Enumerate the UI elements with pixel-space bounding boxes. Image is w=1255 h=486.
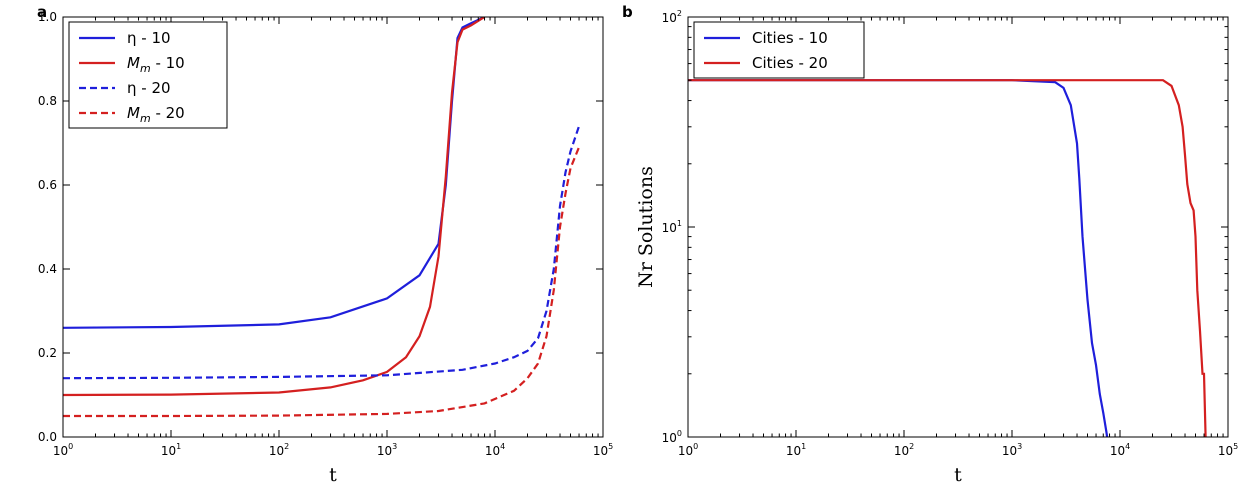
- y-tick-label: 0.8: [38, 94, 57, 108]
- legend-label: η - 10: [127, 29, 171, 47]
- series-line-4: [63, 146, 581, 418]
- legend-label: Cities - 20: [752, 54, 828, 72]
- plot-b: 100 101 102 103 104 105 100 101 102 t Nr Solutions…: [635, 9, 1238, 486]
- panel-label-a: a: [37, 3, 47, 21]
- series-line-1: [688, 79, 1109, 437]
- x-axis-label: t: [954, 464, 962, 486]
- axes-frame: [62, 16, 604, 438]
- x-tick-label: 105: [593, 442, 613, 458]
- x-axis-label: t: [329, 464, 337, 486]
- series-line-2: [688, 79, 1207, 437]
- x-tick-label: 101: [161, 442, 181, 458]
- y-tick-label: 0.4: [38, 262, 57, 276]
- x-tick-label: 104: [485, 442, 505, 458]
- legend-label: Mm - 10: [127, 54, 185, 75]
- x-tick-label: 105: [1218, 442, 1238, 458]
- x-tick-label: 102: [894, 442, 914, 458]
- y-tick-label: 0.6: [38, 178, 57, 192]
- y-tick-label: 100: [662, 429, 682, 445]
- y-tick-label: 0.0: [38, 430, 57, 444]
- y-tick-label: 0.2: [38, 346, 57, 360]
- legend-label: η - 20: [127, 79, 171, 97]
- x-tick-label: 102: [269, 442, 289, 458]
- legend: [68, 21, 228, 129]
- y-tick-label: 1.0: [38, 10, 57, 24]
- plot-a: 100 101 102 103 104 105 0.0 0.2 0.4 0.6 0.8 1.0 t η -…: [38, 10, 613, 486]
- legend-label: Cities - 10: [752, 29, 828, 47]
- y-tick-label: 101: [662, 219, 682, 235]
- x-tick-label: 101: [786, 442, 806, 458]
- x-tick-label: 100: [678, 442, 698, 458]
- y-axis-label: Nr Solutions: [635, 166, 657, 288]
- series-line-1: [63, 17, 485, 329]
- legend-label: Mm - 20: [127, 104, 185, 125]
- y-tick-label: 102: [662, 9, 682, 25]
- x-tick-label: 100: [53, 442, 73, 458]
- panel-label-b: b: [622, 3, 633, 21]
- series-line-3: [63, 125, 581, 380]
- legend: [693, 21, 865, 79]
- x-tick-label: 104: [1110, 442, 1130, 458]
- x-tick-label: 103: [377, 442, 397, 458]
- series-line-2: [63, 17, 486, 397]
- x-tick-label: 103: [1002, 442, 1022, 458]
